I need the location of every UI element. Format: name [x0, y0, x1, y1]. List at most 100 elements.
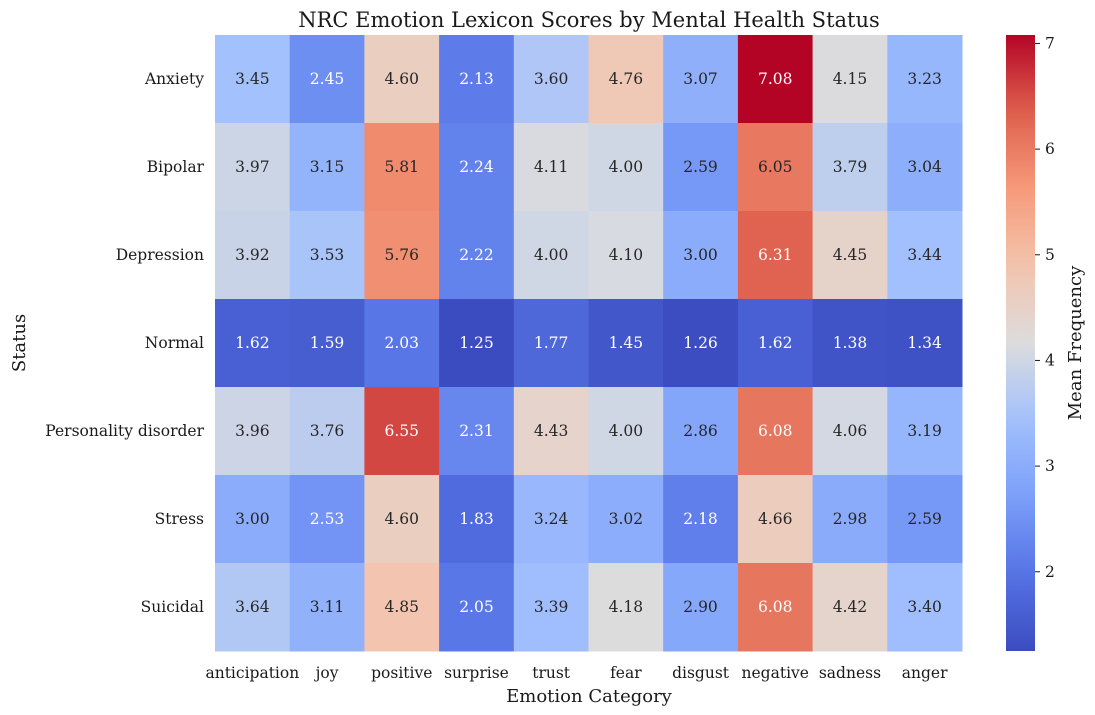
cell-value-label: 1.59 [310, 334, 345, 352]
heatmap-cell [364, 211, 440, 300]
cell-value-label: 1.62 [235, 334, 270, 352]
cell-value-label: 3.96 [235, 422, 270, 440]
x-tick-label: anticipation [205, 664, 299, 682]
heatmap-cell [887, 299, 963, 388]
cell-value-label: 1.45 [609, 334, 644, 352]
heatmap-cell [364, 35, 440, 124]
heatmap-cell [737, 475, 814, 564]
colorbar-tick-label: 7 [1045, 34, 1055, 52]
heatmap-cell [588, 123, 664, 212]
y-tick-label: Bipolar [147, 158, 205, 176]
heatmap-cell [663, 475, 739, 564]
x-axis-label: Emotion Category [506, 686, 673, 707]
cell-value-label: 3.07 [683, 70, 718, 88]
cell-value-label: 2.13 [459, 70, 494, 88]
cell-value-label: 6.08 [758, 422, 793, 440]
cell-value-label: 4.00 [534, 246, 569, 264]
heatmap-cell [812, 563, 888, 652]
heatmap-cell [439, 211, 515, 300]
heatmap-cell [887, 563, 963, 652]
cell-value-label: 3.45 [235, 70, 270, 88]
cell-value-label: 4.18 [609, 598, 644, 616]
colorbar [1006, 35, 1035, 651]
cell-value-label: 3.24 [534, 510, 569, 528]
cell-value-label: 2.59 [683, 158, 718, 176]
heatmap-cell [588, 475, 664, 564]
heatmap-cell [663, 387, 739, 476]
cell-value-label: 3.39 [534, 598, 569, 616]
y-tick-label: Anxiety [144, 70, 204, 88]
y-axis-label: Status [9, 314, 30, 372]
cell-value-label: 3.97 [235, 158, 270, 176]
heatmap-cell [215, 475, 291, 564]
heatmap-cell [588, 563, 664, 652]
cell-value-label: 2.22 [459, 246, 494, 264]
cell-value-label: 3.44 [907, 246, 942, 264]
cell-value-label: 4.43 [534, 422, 569, 440]
chart-title: NRC Emotion Lexicon Scores by Mental Hea… [298, 8, 880, 32]
heatmap-cell [812, 211, 888, 300]
x-tick-label: anger [902, 664, 948, 682]
cell-value-label: 1.26 [683, 334, 718, 352]
cell-value-label: 4.66 [758, 510, 793, 528]
heatmap-cell [663, 299, 739, 388]
colorbar-tick-label: 2 [1045, 563, 1055, 581]
heatmap-cell [364, 563, 440, 652]
heatmap-cell [513, 475, 589, 564]
heatmap-cell [663, 35, 739, 124]
cell-value-label: 1.83 [459, 510, 494, 528]
heatmap-cell [289, 35, 365, 124]
cell-value-label: 4.85 [384, 598, 419, 616]
cell-value-label: 6.08 [758, 598, 793, 616]
cell-value-label: 2.98 [833, 510, 868, 528]
colorbar-tick-label: 4 [1045, 351, 1055, 369]
x-tick-label: trust [532, 664, 571, 682]
heatmap-cell [812, 35, 888, 124]
cell-value-label: 4.45 [833, 246, 868, 264]
heatmap-cell [513, 123, 589, 212]
heatmap-cell [887, 123, 963, 212]
colorbar-ticks: 2 3 4 5 6 7 [1035, 34, 1055, 581]
heatmap-cell [364, 387, 440, 476]
cell-value-label: 3.53 [310, 246, 345, 264]
x-tick-label: positive [371, 664, 432, 682]
y-tick-labels: Anxiety Bipolar Depression Normal Personalit… [45, 70, 204, 616]
heatmap-cell [289, 475, 365, 564]
heatmap-cell [513, 387, 589, 476]
cell-value-label: 4.00 [609, 158, 644, 176]
cell-value-label: 6.05 [758, 158, 793, 176]
heatmap-cell [364, 123, 440, 212]
cell-value-label: 3.15 [310, 158, 345, 176]
cell-value-label: 3.19 [907, 422, 942, 440]
heatmap-cell [812, 123, 888, 212]
heatmap-cell [439, 387, 515, 476]
cell-value-label: 3.64 [235, 598, 270, 616]
heatmap-cell [663, 563, 739, 652]
cell-value-label: 2.45 [310, 70, 345, 88]
heatmap-cell [588, 211, 664, 300]
heatmap-cell [215, 563, 291, 652]
cell-value-label: 3.00 [235, 510, 270, 528]
cell-value-label: 4.60 [384, 70, 419, 88]
heatmap-cell [887, 211, 963, 300]
cell-value-label: 3.04 [907, 158, 942, 176]
cell-value-label: 2.86 [683, 422, 718, 440]
cell-value-label: 3.00 [683, 246, 718, 264]
x-tick-label: sadness [819, 664, 881, 682]
colorbar-tick-label: 3 [1045, 457, 1055, 475]
heatmap-cell [812, 475, 888, 564]
heatmap-cell [513, 563, 589, 652]
heatmap-cell [215, 387, 291, 476]
cell-value-label: 1.62 [758, 334, 793, 352]
x-tick-label: negative [742, 664, 809, 682]
cell-value-label: 2.31 [459, 422, 494, 440]
heatmap-cell [737, 35, 814, 124]
heatmap-cell [215, 123, 291, 212]
heatmap-cell [737, 123, 814, 212]
cell-value-label: 4.00 [609, 422, 644, 440]
cell-value-label: 2.53 [310, 510, 345, 528]
x-tick-labels: anticipation joy positive surprise trust fear… [205, 664, 948, 682]
heatmap-cell [663, 123, 739, 212]
heatmap-cell [215, 211, 291, 300]
